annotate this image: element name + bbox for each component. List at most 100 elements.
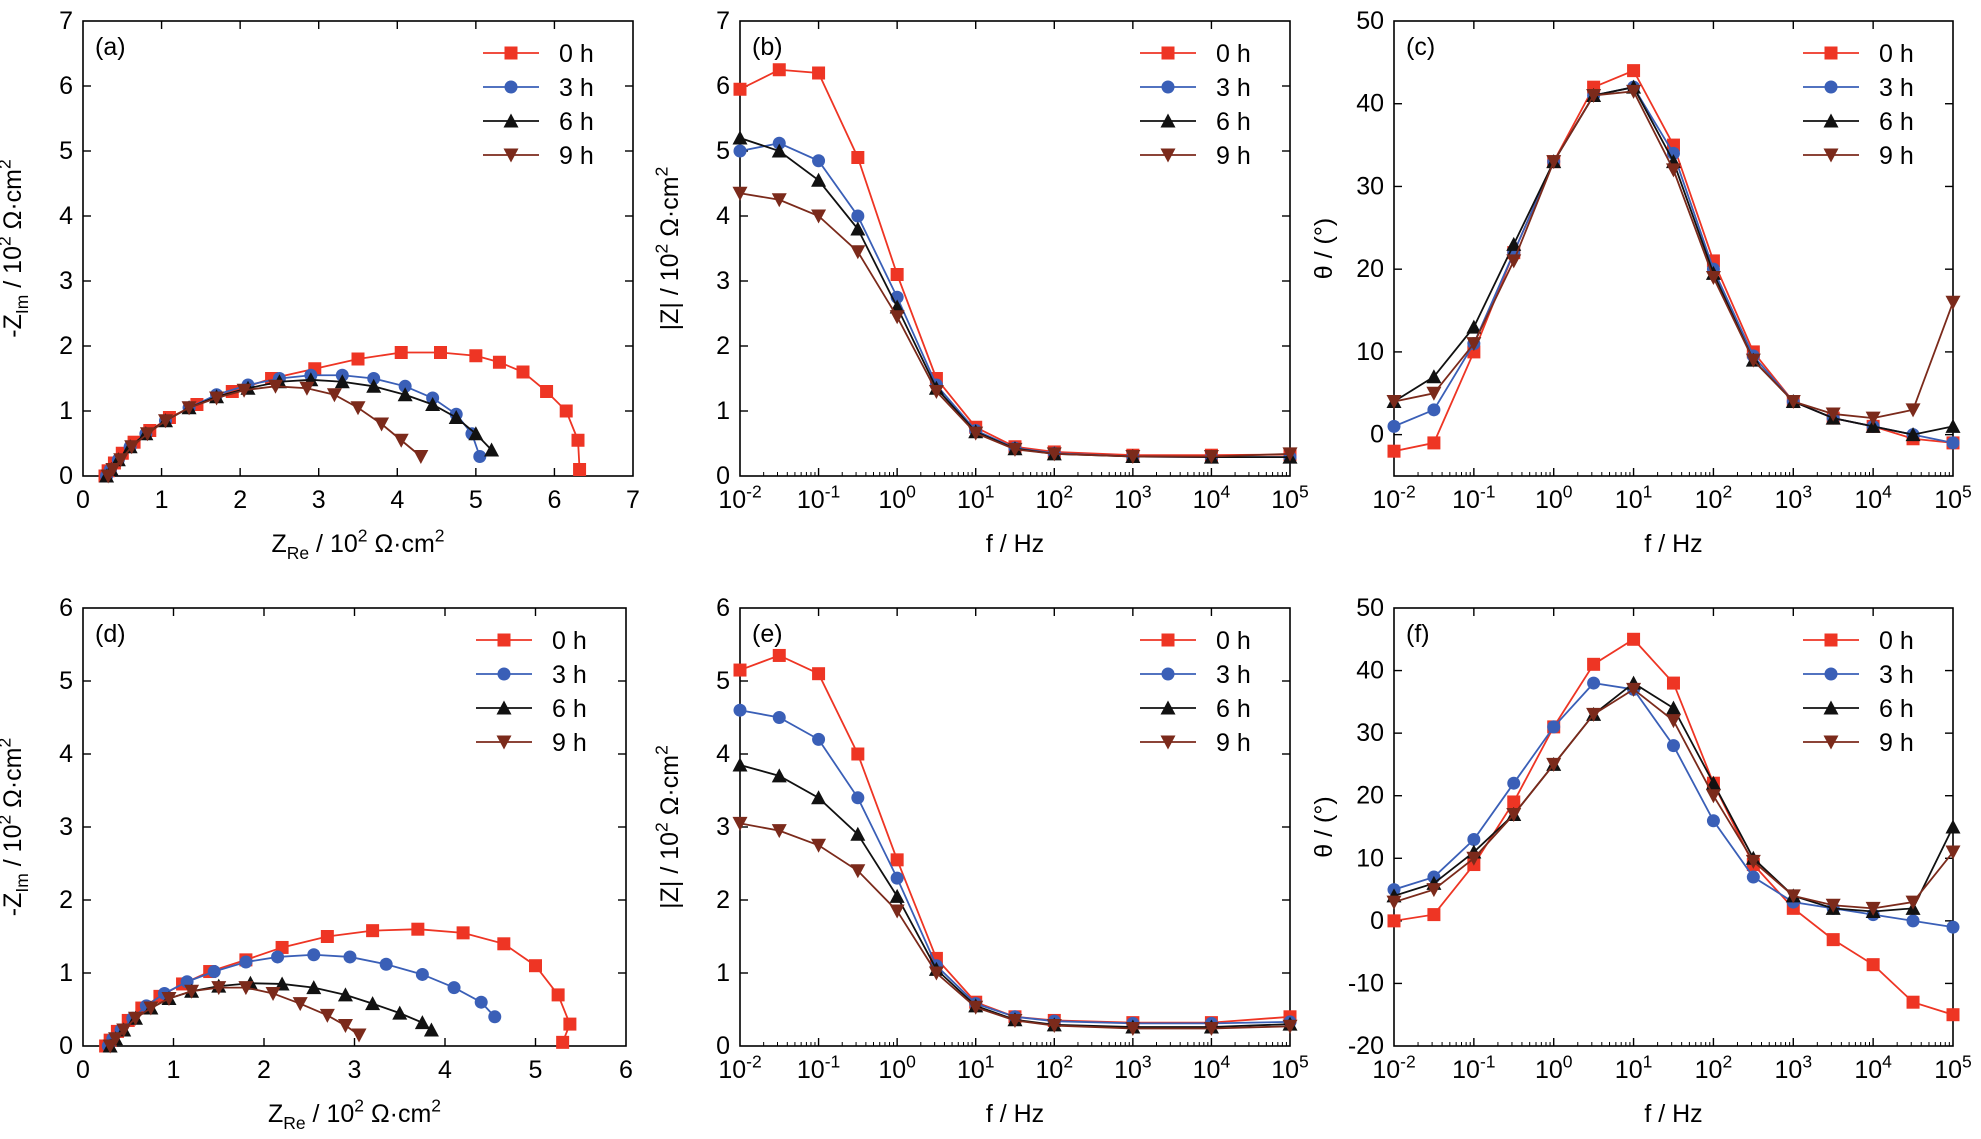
data-point (239, 955, 253, 969)
x-tick-label: 4 (390, 486, 404, 514)
data-point (268, 379, 283, 394)
data-point (1007, 1013, 1023, 1028)
data-point (772, 711, 786, 724)
y-axis-label: θ / (°) (1310, 218, 1338, 279)
x-tick-label: 5 (469, 486, 483, 514)
series-6h (1386, 79, 1961, 442)
data-point (1865, 411, 1881, 426)
data-point (468, 426, 484, 441)
legend-label: 6 h (559, 108, 594, 136)
data-point (1547, 720, 1561, 734)
legend-label: 3 h (559, 74, 594, 102)
data-point (350, 401, 366, 416)
data-point (733, 82, 747, 96)
y-tick-label: 6 (716, 594, 730, 622)
data-point (366, 378, 382, 393)
data-point (394, 346, 408, 359)
data-point (1825, 898, 1841, 913)
x-axis-label: f / Hz (1644, 530, 1702, 558)
data-point (413, 450, 429, 464)
legend-label: 0 h (1216, 627, 1251, 655)
plot-frame (82, 20, 634, 477)
legend-label: 6 h (1879, 695, 1914, 723)
series-0h (1387, 64, 1960, 458)
data-point (1906, 995, 1920, 1009)
legend-marker (1823, 148, 1839, 163)
data-point (306, 980, 322, 995)
data-point (108, 1032, 124, 1047)
legend-label: 0 h (1879, 40, 1914, 68)
series-line (1393, 69, 1954, 453)
data-point (1387, 419, 1401, 433)
data-point (1825, 407, 1841, 422)
legend-marker (1160, 148, 1176, 163)
data-point (1905, 895, 1921, 910)
x-tick-label: 10-2​ (1372, 482, 1415, 515)
data-point (771, 824, 787, 839)
series-line (739, 68, 1291, 457)
data-point (320, 930, 334, 943)
legend-label: 0 h (1216, 40, 1251, 68)
y-tick-label: 3 (716, 813, 730, 841)
data-point (448, 410, 464, 424)
series-0h (1387, 632, 1960, 1022)
data-point (890, 871, 904, 885)
data-point (1665, 700, 1681, 715)
y-tick-label: -20 (1348, 1032, 1384, 1060)
legend-item: 9 h (483, 142, 594, 170)
data-point (379, 957, 393, 971)
data-point (812, 154, 826, 168)
data-point (772, 136, 786, 150)
legend-label: 0 h (552, 627, 587, 655)
panel-label: (c) (1406, 33, 1435, 61)
data-point (772, 648, 786, 662)
x-tick-label: 103​ (1114, 482, 1152, 515)
series-9h (102, 981, 367, 1054)
data-point (393, 433, 409, 448)
data-point (771, 193, 787, 208)
data-point (292, 997, 308, 1012)
data-point (551, 988, 565, 1002)
data-point (811, 172, 827, 187)
data-point (1586, 88, 1602, 103)
x-tick-label: 3 (348, 1056, 362, 1084)
data-point (1705, 789, 1721, 804)
data-point (1587, 676, 1601, 690)
data-point (573, 463, 587, 476)
data-point (105, 463, 121, 477)
legend-marker (1160, 735, 1176, 750)
y-tick-label: 4 (59, 202, 73, 230)
data-point (1466, 851, 1482, 866)
legend-marker (504, 80, 518, 94)
data-point (1546, 757, 1562, 772)
y-tick-label: 0 (59, 1032, 73, 1060)
data-point (181, 401, 197, 416)
x-axis-label: f / Hz (986, 1100, 1044, 1128)
data-point (1627, 632, 1641, 646)
legend-marker (497, 633, 511, 647)
data-point (1427, 436, 1441, 450)
plot-frame (82, 607, 627, 1047)
x-tick-label: 10-1​ (1452, 482, 1495, 515)
x-tick-label: 10-2​ (718, 1052, 761, 1085)
legend-marker (1160, 113, 1176, 128)
y-tick-label: 0 (1370, 907, 1384, 935)
legend-item: 3 h (1803, 661, 1914, 689)
data-point (184, 984, 200, 999)
y-tick-label: 4 (59, 740, 73, 768)
legend-item: 6 h (1140, 108, 1251, 136)
y-tick-label: 6 (59, 72, 73, 100)
data-point (337, 987, 353, 1002)
x-tick-label: 0 (76, 486, 90, 514)
legend-label: 0 h (559, 40, 594, 68)
y-axis-label: -ZIm / 102 Ω·cm2​ (0, 738, 32, 916)
data-point (563, 1017, 577, 1031)
data-point (889, 904, 905, 919)
legend-label: 3 h (1216, 661, 1251, 689)
legend-item: 6 h (1803, 108, 1914, 136)
legend-label: 9 h (552, 729, 587, 757)
y-tick-label: 3 (716, 267, 730, 295)
x-tick-label: 105​ (1271, 1052, 1309, 1085)
legend-marker (1823, 700, 1839, 715)
legend-marker (1160, 700, 1176, 715)
